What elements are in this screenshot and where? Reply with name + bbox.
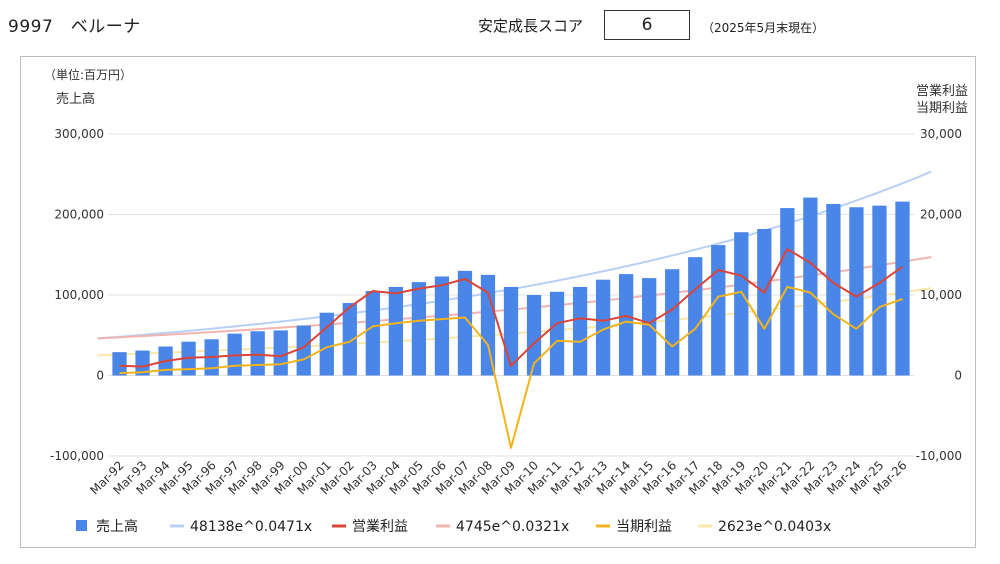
bar-sales [734, 232, 749, 376]
bar-sales [549, 291, 565, 376]
legend-label: 48138e^0.0471x [190, 519, 312, 535]
legend-label: 当期利益 [616, 519, 672, 535]
stability-score-value: 6 [604, 10, 690, 40]
right-axis-title-net: 当期利益 [916, 101, 968, 116]
legend-label: 営業利益 [352, 519, 408, 535]
bar-sales [780, 208, 795, 376]
right-tick-label: 30,000 [920, 127, 962, 141]
bar-sales [688, 257, 703, 376]
bar-sales [526, 295, 542, 376]
right-axis-title-operating: 営業利益 [916, 83, 968, 99]
bar-sales [572, 286, 588, 376]
bar-sales [342, 303, 357, 376]
chart-frame [20, 56, 976, 548]
right-tick-label: -10,000 [916, 449, 962, 463]
bar-sales [895, 201, 910, 376]
bar-sales [757, 228, 772, 376]
bar-sales [642, 278, 657, 376]
bar-sales [319, 312, 334, 376]
legend-label: 2623e^0.0403x [718, 519, 831, 535]
legend-swatch [76, 520, 87, 531]
left-tick-label: 0 [96, 369, 104, 383]
bar-sales [595, 279, 611, 376]
unit-label: （単位:百万円） [44, 67, 132, 82]
bar-sales [826, 204, 841, 376]
bar-sales [849, 207, 864, 376]
bar-sales [273, 330, 288, 376]
left-tick-label: 300,000 [54, 127, 104, 141]
left-tick-label: 100,000 [54, 288, 104, 302]
bar-sales [411, 282, 427, 376]
left-tick-label: 200,000 [54, 208, 104, 222]
bar-sales [365, 290, 380, 376]
bar-sales [296, 325, 311, 376]
bar-sales [434, 276, 450, 376]
series-line-net-profit [119, 285, 903, 449]
right-tick-label: 20,000 [920, 208, 962, 222]
bar-sales [872, 205, 887, 376]
score-date-note: （2025年5月末現在） [702, 21, 825, 35]
bar-sales [803, 197, 818, 376]
bar-sales [480, 274, 496, 376]
bar-sales [135, 350, 150, 376]
right-tick-label: 10,000 [920, 288, 962, 302]
left-axis-title: 売上高 [56, 91, 95, 107]
bar-sales [112, 352, 127, 376]
bar-sales [250, 331, 265, 376]
bar-sales [665, 269, 680, 376]
series-line-operating-profit [119, 248, 904, 368]
legend-label: 売上高 [96, 518, 138, 535]
bar-sales [457, 270, 473, 376]
bar-sales [711, 245, 726, 376]
left-tick-label: -100,000 [50, 449, 104, 463]
bar-sales [388, 286, 403, 376]
stability-score-label: 安定成長スコア [478, 17, 584, 35]
bar-sales [619, 274, 634, 376]
company-title: 9997 ベルーナ [8, 17, 141, 37]
right-tick-label: 0 [954, 369, 962, 383]
legend-label: 4745e^0.0321x [456, 519, 569, 535]
